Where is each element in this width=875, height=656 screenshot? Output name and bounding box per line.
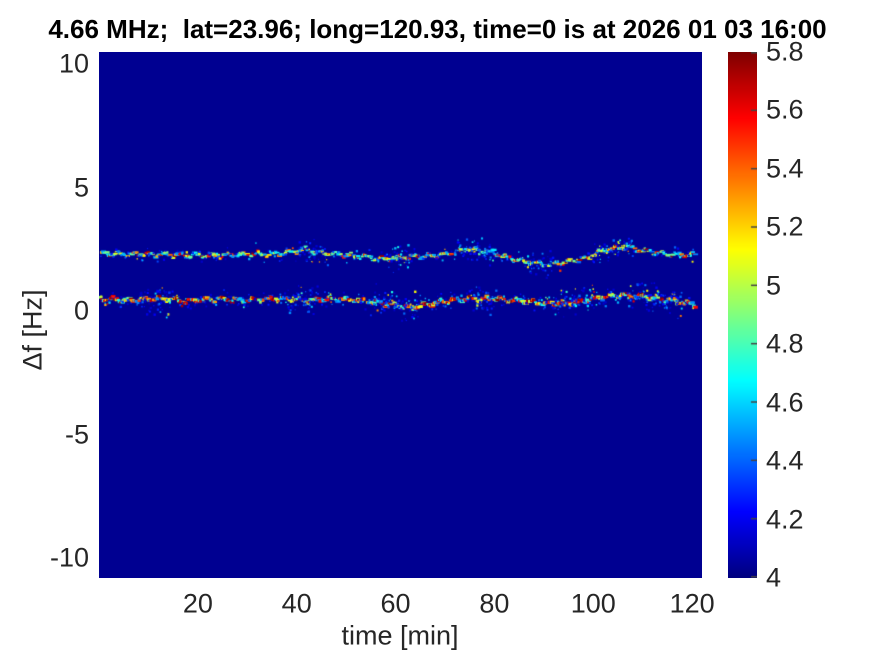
y-axis-label: Δf [Hz] — [17, 289, 48, 371]
colorbar-tick-label-5.4: 5.4 — [766, 153, 804, 184]
x-tick-label-20: 20 — [182, 588, 213, 619]
colorbar-tick-label-4.4: 4.4 — [766, 445, 804, 476]
colorbar-tick-label-4.2: 4.2 — [766, 504, 804, 535]
colorbar-tick-label-5.2: 5.2 — [766, 211, 804, 242]
x-tick-label-100: 100 — [570, 588, 616, 619]
colorbar-tick-label-5: 5 — [766, 270, 782, 301]
colorbar-tick-label-4.6: 4.6 — [766, 387, 804, 418]
y-tick-label--5: -5 — [64, 419, 89, 450]
x-tick-label-80: 80 — [479, 588, 510, 619]
x-tick-label-40: 40 — [281, 588, 312, 619]
y-tick-label-0: 0 — [73, 295, 89, 326]
x-axis-label: time [min] — [341, 620, 459, 651]
colorbar — [728, 52, 757, 578]
x-tick-label-60: 60 — [380, 588, 411, 619]
plot-title: 4.66 MHz; lat=23.96; long=120.93, time=0… — [48, 14, 827, 44]
colorbar-tick-label-5.6: 5.6 — [766, 94, 804, 125]
colorbar-tick-label-4: 4 — [766, 562, 782, 593]
y-tick-label--10: -10 — [49, 542, 89, 573]
y-tick-label-5: 5 — [73, 172, 89, 203]
x-tick-label-120: 120 — [669, 588, 715, 619]
y-tick-label-10: 10 — [58, 48, 89, 79]
colorbar-tick-label-4.8: 4.8 — [766, 328, 804, 359]
spectrogram-heatmap — [99, 52, 702, 578]
colorbar-tick-label-5.8: 5.8 — [766, 36, 804, 67]
